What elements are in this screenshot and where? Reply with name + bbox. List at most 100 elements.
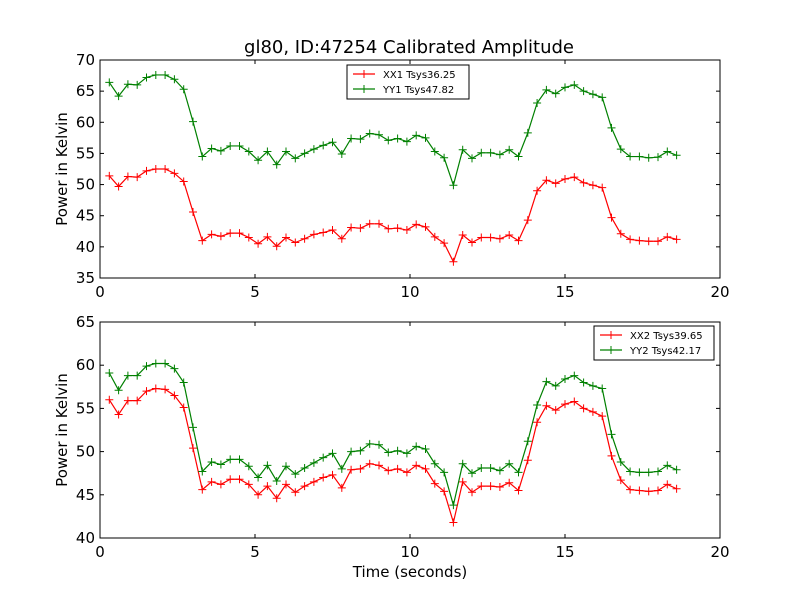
- data-point: [282, 233, 290, 242]
- data-point: [495, 150, 504, 159]
- data-point: [254, 490, 263, 499]
- data-point: [654, 153, 662, 162]
- y-tick-label: 45: [76, 207, 95, 225]
- data-point: [384, 224, 393, 233]
- data-point: [644, 468, 653, 477]
- data-point: [468, 469, 476, 478]
- data-point: [505, 231, 514, 240]
- data-point: [486, 464, 495, 473]
- data-point: [440, 487, 449, 496]
- y-tick-label: 50: [76, 176, 95, 194]
- data-point: [151, 384, 160, 393]
- y-tick-label: 65: [76, 82, 95, 100]
- data-point: [402, 226, 411, 235]
- data-point: [198, 236, 207, 245]
- chart-title: gl80, ID:47254 Calibrated Amplitude: [244, 37, 574, 58]
- data-point: [123, 80, 132, 89]
- data-point: [486, 233, 495, 242]
- data-point: [161, 385, 170, 394]
- data-point: [477, 233, 486, 242]
- data-point: [226, 229, 235, 238]
- data-point: [393, 134, 402, 143]
- data-point: [551, 89, 560, 98]
- x-tick-label: 10: [400, 543, 419, 561]
- data-point: [254, 473, 263, 482]
- data-point: [421, 464, 430, 473]
- data-point: [272, 476, 281, 485]
- series-line: [108, 168, 677, 264]
- data-point: [616, 457, 625, 466]
- data-point: [458, 459, 467, 468]
- data-point: [263, 232, 272, 241]
- data-point: [635, 236, 644, 245]
- data-point: [412, 220, 421, 229]
- data-point: [309, 230, 318, 239]
- data-point: [133, 80, 142, 89]
- data-point: [142, 362, 151, 371]
- data-point: [365, 219, 374, 228]
- data-point: [105, 78, 114, 87]
- data-point: [347, 134, 356, 143]
- data-point: [198, 152, 207, 161]
- legend-entry-label: XX1 Tsys36.25: [383, 70, 456, 81]
- data-point: [170, 169, 179, 178]
- data-point: [533, 400, 542, 409]
- data-point: [207, 477, 216, 486]
- data-point: [421, 133, 430, 142]
- data-point: [449, 257, 458, 266]
- data-point: [235, 455, 244, 464]
- data-point: [347, 465, 356, 474]
- data-point: [672, 484, 681, 493]
- data-point: [272, 494, 281, 503]
- data-point: [356, 135, 365, 144]
- data-point: [430, 459, 439, 468]
- data-point: [402, 468, 411, 477]
- data-point: [458, 477, 467, 486]
- data-point: [449, 518, 458, 527]
- series-1: [105, 384, 681, 527]
- data-point: [523, 128, 532, 137]
- data-point: [207, 144, 216, 153]
- series-line: [108, 362, 677, 506]
- data-point: [319, 228, 328, 237]
- data-point: [384, 136, 393, 145]
- data-point: [468, 154, 476, 163]
- data-point: [561, 375, 569, 384]
- data-point: [356, 464, 365, 473]
- data-point: [244, 147, 253, 156]
- data-point: [226, 455, 235, 464]
- data-point: [375, 130, 383, 139]
- data-point: [579, 378, 588, 387]
- legend-box: [346, 64, 470, 100]
- data-point: [495, 466, 504, 475]
- data-point: [384, 466, 393, 475]
- data-point: [179, 378, 188, 387]
- data-point: [291, 154, 300, 163]
- data-point: [198, 467, 207, 476]
- data-point: [523, 216, 532, 225]
- data-point: [412, 442, 421, 451]
- data-point: [328, 138, 337, 147]
- data-point: [226, 141, 235, 150]
- y-tick-label: 40: [76, 238, 95, 256]
- y-tick-label: 60: [76, 113, 95, 131]
- data-point: [430, 479, 439, 488]
- data-point: [468, 238, 476, 247]
- legend: XX2 Tsys39.65 YY2 Tsys42.17: [593, 325, 715, 361]
- data-point: [142, 166, 151, 175]
- data-point: [114, 386, 123, 395]
- data-point: [189, 207, 197, 216]
- y-axis-label: Power in Kelvin: [53, 112, 71, 226]
- data-point: [123, 396, 132, 405]
- data-point: [170, 364, 179, 373]
- data-point: [542, 401, 551, 410]
- data-point: [133, 173, 142, 182]
- data-point: [365, 439, 374, 448]
- data-point: [542, 377, 551, 386]
- data-point: [542, 85, 551, 94]
- data-point: [142, 387, 151, 396]
- data-point: [384, 448, 393, 457]
- data-point: [616, 145, 625, 154]
- data-point: [477, 464, 486, 473]
